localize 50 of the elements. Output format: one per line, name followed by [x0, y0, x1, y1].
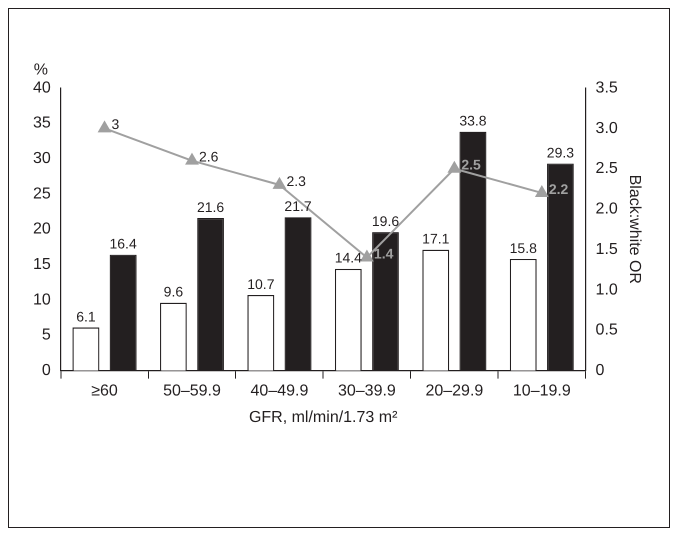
x-tick-label: 30–39.9	[338, 382, 396, 400]
y-tick-label: 30	[33, 150, 51, 168]
point	[98, 121, 111, 132]
data-label: 14.4	[334, 250, 362, 266]
data-label: 16.4	[109, 236, 137, 252]
data-label: 2.5	[461, 156, 482, 173]
data-label: 10.7	[247, 276, 275, 292]
y2-tick-label: 1.5	[596, 240, 618, 258]
data-label: 9.6	[164, 284, 184, 300]
y-tick-label: 5	[42, 326, 51, 344]
point	[186, 154, 198, 165]
y-tick-label: 10	[33, 291, 51, 308]
data-label: 2.3	[286, 172, 306, 189]
data-label: 21.7	[284, 198, 312, 214]
y-tick-label: 15	[33, 256, 51, 274]
x-axis-title: GFR, ml/min/1.73 m²	[248, 408, 398, 426]
point	[536, 186, 548, 197]
y-tick-label: 20	[33, 220, 51, 238]
y-tick-label: 35	[33, 114, 51, 132]
x-tick-label: 50–59.9	[163, 382, 222, 400]
y-tick-label: 0	[42, 362, 51, 380]
data-label: 19.6	[372, 212, 400, 229]
data-label: 15.8	[510, 240, 538, 256]
y2-tick-label: 2.5	[596, 160, 618, 178]
data-label: 29.3	[546, 144, 574, 160]
y2-tick-label: 0	[596, 362, 605, 380]
data-label: 17.1	[422, 230, 450, 247]
point	[360, 250, 374, 262]
point	[448, 162, 461, 173]
point	[273, 178, 286, 189]
y-tick-label: 25	[33, 185, 51, 202]
data-label: 2.6	[198, 148, 219, 165]
y2-tick-label: 1.0	[596, 281, 618, 298]
y2-axis-title: Black:white OR	[626, 174, 643, 284]
y2-tick-label: 2.0	[596, 200, 618, 218]
y2-tick-label: 3.0	[596, 120, 618, 137]
y2-tick-label: 0.5	[596, 322, 618, 339]
data-label: 33.8	[459, 112, 487, 129]
x-tick-label: 10–19.9	[512, 382, 571, 400]
x-tick-label: 20–29.9	[425, 382, 484, 400]
y-tick-label: 40	[33, 79, 51, 96]
data-label: 6.1	[76, 308, 96, 324]
x-tick-label: 40–49.9	[250, 382, 308, 400]
x-tick-label: ≥60	[91, 382, 118, 400]
y-axis-title: %	[34, 61, 48, 78]
data-label: 3	[112, 116, 120, 132]
y2-tick-label: 3.5	[596, 79, 618, 96]
data-label: 1.4	[374, 245, 394, 262]
data-label: 21.6	[196, 198, 224, 215]
data-label: 2.2	[548, 180, 569, 197]
